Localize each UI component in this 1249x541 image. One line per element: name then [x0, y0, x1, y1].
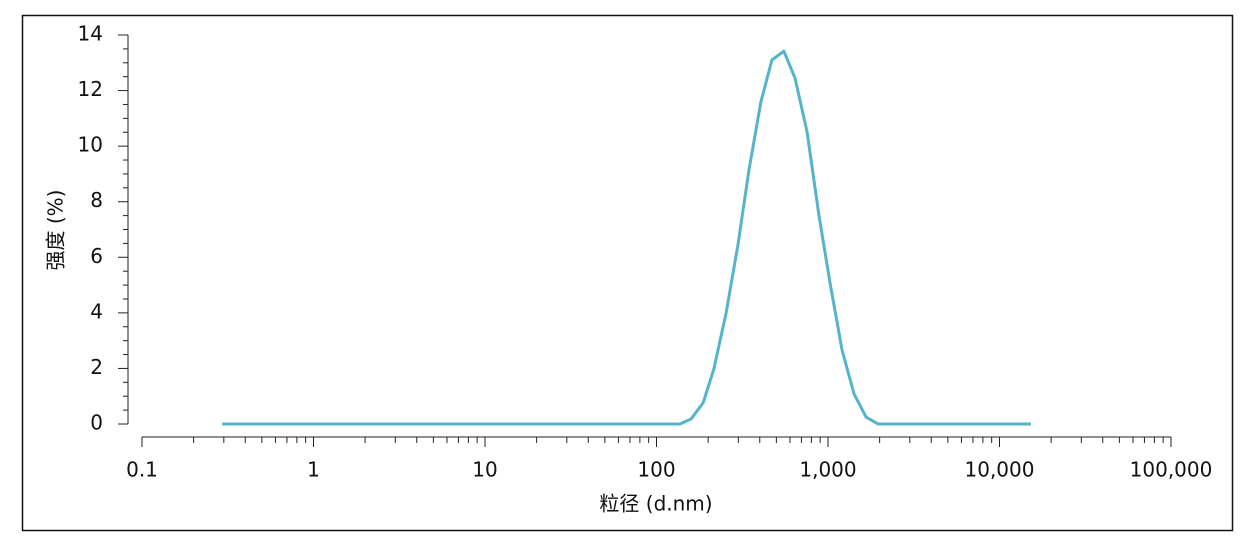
frame [21, 14, 1234, 532]
x-tick-label: 1 [307, 458, 320, 482]
data-line [222, 49, 1032, 426]
y-axis-label: 强度 (%) [44, 190, 68, 271]
x-tick-label: 100 [637, 458, 675, 482]
y-tick-label: 2 [90, 355, 103, 379]
y-tick-label: 4 [90, 299, 103, 323]
x-axis-label: 粒径 (d.nm) [599, 492, 712, 516]
y-tick-label: 0 [90, 411, 103, 435]
x-tick-label: 0.1 [126, 458, 158, 482]
x-tick-label: 10 [472, 458, 497, 482]
y-tick-label: 6 [90, 244, 103, 268]
x-tick-label: 10,000 [965, 458, 1035, 482]
y-tick-label: 14 [78, 22, 103, 46]
y-tick-label: 10 [78, 133, 103, 157]
x-tick-label: 100,000 [1130, 458, 1213, 482]
y-tick-label: 8 [90, 188, 103, 212]
y-tick-label: 12 [78, 77, 103, 101]
x-tick-label: 1,000 [799, 458, 856, 482]
